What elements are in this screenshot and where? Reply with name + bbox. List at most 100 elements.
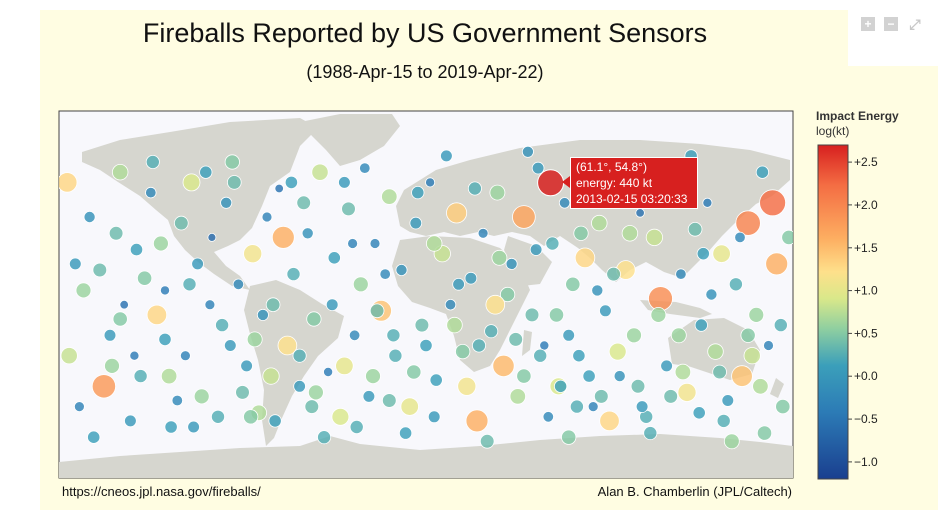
fireball-point[interactable] [716, 413, 731, 428]
fireball-point[interactable] [293, 379, 306, 393]
fireball-point[interactable] [781, 229, 796, 245]
fireball-point[interactable] [484, 324, 499, 339]
fireball-point[interactable] [464, 271, 478, 285]
fireball-point[interactable] [274, 183, 284, 194]
fireball-point[interactable] [112, 311, 128, 327]
fireball-point[interactable] [243, 409, 259, 425]
fireball-point[interactable] [246, 331, 263, 348]
fireball-point[interactable] [452, 277, 465, 291]
fireball-point[interactable] [191, 257, 204, 271]
fireball-point[interactable] [427, 410, 441, 424]
fireball-point[interactable] [91, 374, 117, 399]
fireball-point[interactable] [425, 177, 436, 188]
fireball-point[interactable] [146, 304, 168, 326]
fireball-point[interactable] [92, 262, 108, 278]
fireball-point[interactable] [325, 298, 339, 312]
fireball-point[interactable] [599, 304, 612, 318]
fireball-point[interactable] [692, 406, 706, 420]
fireball-point[interactable] [398, 426, 413, 440]
fireball-point[interactable] [477, 227, 489, 239]
fireball-point[interactable] [712, 364, 727, 380]
fireball-point[interactable] [145, 154, 160, 169]
fireball-point[interactable] [545, 236, 560, 251]
fireball-point[interactable] [553, 379, 568, 393]
fireball-point[interactable] [548, 307, 565, 323]
fireball-point[interactable] [137, 270, 153, 286]
fireball-point[interactable] [119, 300, 129, 310]
fireball-point[interactable] [573, 225, 589, 241]
fireball-point[interactable] [645, 228, 664, 246]
fireball-point[interactable] [444, 299, 457, 311]
fireball-point[interactable] [467, 181, 482, 196]
fireball-point[interactable] [712, 244, 731, 263]
fireball-point[interactable] [734, 231, 746, 244]
fireball-point[interactable] [265, 297, 281, 313]
fireball-point[interactable] [670, 327, 687, 344]
fireball-point[interactable] [765, 252, 789, 276]
fireball-point[interactable] [74, 401, 85, 413]
fireball-point[interactable] [409, 216, 423, 230]
fireball-point[interactable] [648, 286, 673, 312]
fireball-point[interactable] [643, 426, 658, 441]
fireball-point[interactable] [626, 327, 642, 344]
fireball-point[interactable] [446, 316, 463, 334]
fireball-point[interactable] [145, 186, 157, 199]
fireball-point[interactable] [301, 227, 314, 240]
fireball-point[interactable] [582, 369, 596, 383]
fireball-point[interactable] [323, 366, 334, 377]
fireball-point[interactable] [215, 318, 230, 333]
fireball-point[interactable] [752, 378, 769, 395]
fireball-point[interactable] [87, 430, 101, 444]
fireball-point[interactable] [69, 257, 82, 271]
fireball-point[interactable] [491, 249, 508, 266]
fireball-point[interactable] [182, 277, 197, 292]
fireball-point[interactable] [199, 165, 213, 179]
fireball-point[interactable] [471, 338, 486, 353]
fireball-point[interactable] [542, 411, 555, 423]
fireball-point[interactable] [292, 348, 307, 363]
fireball-point[interactable] [171, 394, 184, 407]
fireball-point[interactable] [381, 393, 397, 408]
fireball-point[interactable] [521, 145, 534, 158]
fireball-point[interactable] [674, 363, 692, 381]
fireball-point[interactable] [694, 318, 708, 332]
fireball-point[interactable] [509, 388, 527, 405]
fireball-point[interactable] [650, 306, 667, 323]
fireball-point[interactable] [735, 210, 761, 236]
fireball-point[interactable] [457, 376, 477, 396]
fireball-point[interactable] [675, 268, 687, 280]
fireball-point[interactable] [572, 349, 586, 363]
fireball-point[interactable] [75, 282, 92, 299]
fireball-point[interactable] [129, 350, 140, 361]
fireball-point[interactable] [660, 359, 673, 373]
fireball-point[interactable] [756, 425, 773, 441]
fireball-point[interactable] [388, 348, 403, 363]
fireball-point[interactable] [179, 350, 191, 362]
fireball-point[interactable] [429, 373, 443, 387]
fireball-point[interactable] [531, 161, 545, 175]
fireball-point[interactable] [748, 306, 765, 323]
fireball-point[interactable] [235, 385, 250, 400]
fireball-point[interactable] [426, 235, 443, 252]
fireball-point[interactable] [381, 188, 398, 205]
fireball-point[interactable] [677, 382, 697, 402]
fireball-point[interactable] [240, 359, 253, 373]
fireball-point[interactable] [193, 388, 210, 405]
fireball-point[interactable] [591, 284, 604, 297]
fireball-point[interactable] [455, 343, 471, 360]
fireball-point[interactable] [304, 399, 320, 414]
fireball-point[interactable] [763, 340, 774, 351]
fireball-point[interactable] [539, 340, 550, 351]
fireball-point[interactable] [335, 356, 354, 376]
fireball-point[interactable] [492, 354, 515, 377]
fireball-point[interactable] [187, 420, 200, 434]
fireball-point[interactable] [306, 311, 322, 327]
fireball-point[interactable] [369, 303, 385, 319]
fireball-point[interactable] [465, 409, 489, 433]
fireball-point[interactable] [565, 276, 581, 292]
fireball-point[interactable] [227, 175, 242, 190]
fireball-point[interactable] [160, 367, 178, 385]
fireball-point[interactable] [663, 389, 678, 404]
fireball-point[interactable] [284, 175, 298, 189]
fireball-point[interactable] [104, 357, 120, 374]
